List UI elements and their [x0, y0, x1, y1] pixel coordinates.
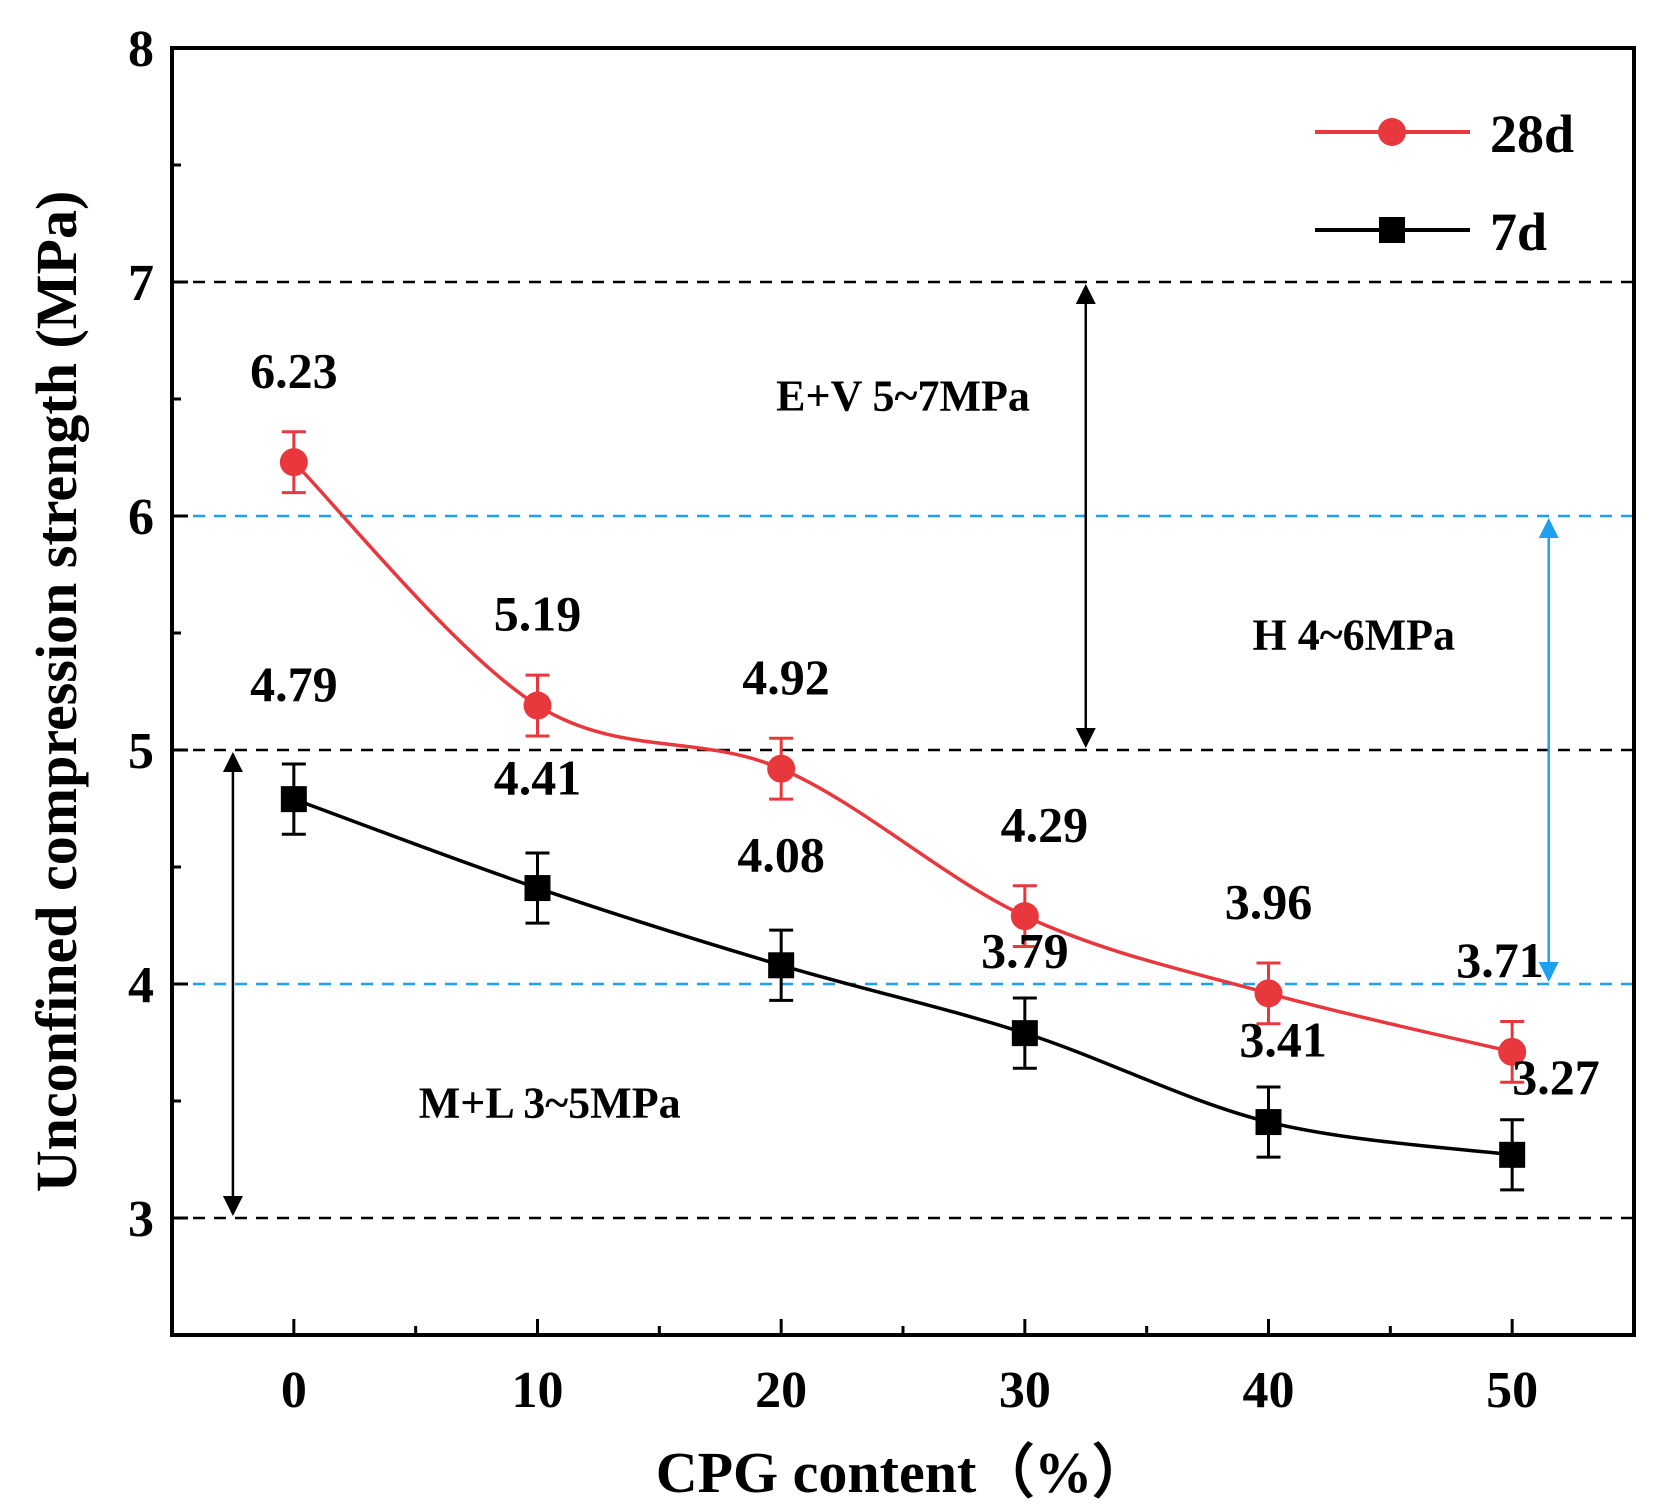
legend-marker-7d — [1379, 217, 1405, 243]
data-point-7d — [1255, 1109, 1282, 1136]
data-point-28d — [523, 691, 552, 720]
data-label-7d: 3.27 — [1512, 1049, 1600, 1105]
x-axis-title: CPG content（%） — [656, 1440, 1151, 1505]
data-label-7d: 4.41 — [494, 749, 582, 805]
x-tick-label: 20 — [755, 1362, 807, 1419]
data-label-28d: 3.71 — [1456, 932, 1544, 988]
data-point-28d — [1010, 902, 1039, 931]
y-tick-label: 6 — [128, 489, 154, 546]
data-point-7d — [768, 952, 795, 979]
data-point-28d — [1254, 979, 1283, 1008]
data-label-28d: 3.96 — [1225, 873, 1313, 929]
y-tick-label: 3 — [128, 1191, 154, 1248]
axes: 0 10 20 30 40 50 3 4 5 6 7 8 — [128, 21, 1538, 1419]
x-tick-label: 40 — [1243, 1362, 1295, 1419]
range-label: H 4~6MPa — [1253, 610, 1456, 659]
range-label: E+V 5~7MPa — [776, 372, 1030, 421]
x-tick-label: 10 — [512, 1362, 564, 1419]
data-label-7d: 3.79 — [981, 923, 1069, 979]
legend-label-7d: 7d — [1490, 202, 1547, 262]
data-series — [279, 430, 1527, 1192]
data-point-7d — [280, 786, 307, 813]
range-annotations: E+V 5~7MPa H 4~6MPa M+L 3~5MPa — [222, 284, 1559, 1216]
y-tick-label: 5 — [128, 723, 154, 780]
plot-frame — [170, 46, 1636, 1337]
data-label-28d: 5.19 — [494, 586, 582, 642]
reference-lines — [172, 280, 1634, 1220]
x-tick-label: 50 — [1486, 1362, 1538, 1419]
data-label-28d: 4.92 — [742, 649, 830, 705]
x-tick-label: 30 — [999, 1362, 1051, 1419]
data-point-28d — [1498, 1037, 1527, 1066]
data-label-7d: 3.41 — [1239, 1012, 1327, 1068]
series-line-7d — [293, 797, 1513, 1157]
data-point-7d — [1499, 1141, 1526, 1168]
y-tick-label: 4 — [128, 957, 154, 1014]
data-point-7d — [1011, 1020, 1038, 1047]
data-label-28d: 4.29 — [1001, 796, 1089, 852]
data-point-28d — [279, 448, 308, 477]
data-labels: 6.23 5.19 4.92 4.29 3.96 3.71 4.79 4.41 4.08 3.79… — [250, 342, 1600, 1105]
data-label-28d: 6.23 — [250, 342, 338, 398]
data-point-7d — [524, 875, 551, 902]
legend-marker-28d — [1378, 118, 1406, 146]
y-tick-label: 7 — [128, 255, 154, 312]
legend: 28d 7d — [1315, 104, 1574, 262]
y-axis-title: Unconfined compression strength (MPa) — [24, 191, 89, 1193]
data-label-7d: 4.08 — [737, 827, 825, 883]
data-point-28d — [767, 754, 796, 783]
y-tick-label: 8 — [128, 21, 154, 78]
range-label: M+L 3~5MPa — [419, 1078, 681, 1127]
data-label-7d: 4.79 — [250, 656, 338, 712]
x-tick-label: 0 — [281, 1362, 307, 1419]
series-line-28d — [292, 460, 1513, 1054]
legend-label-28d: 28d — [1490, 104, 1574, 164]
